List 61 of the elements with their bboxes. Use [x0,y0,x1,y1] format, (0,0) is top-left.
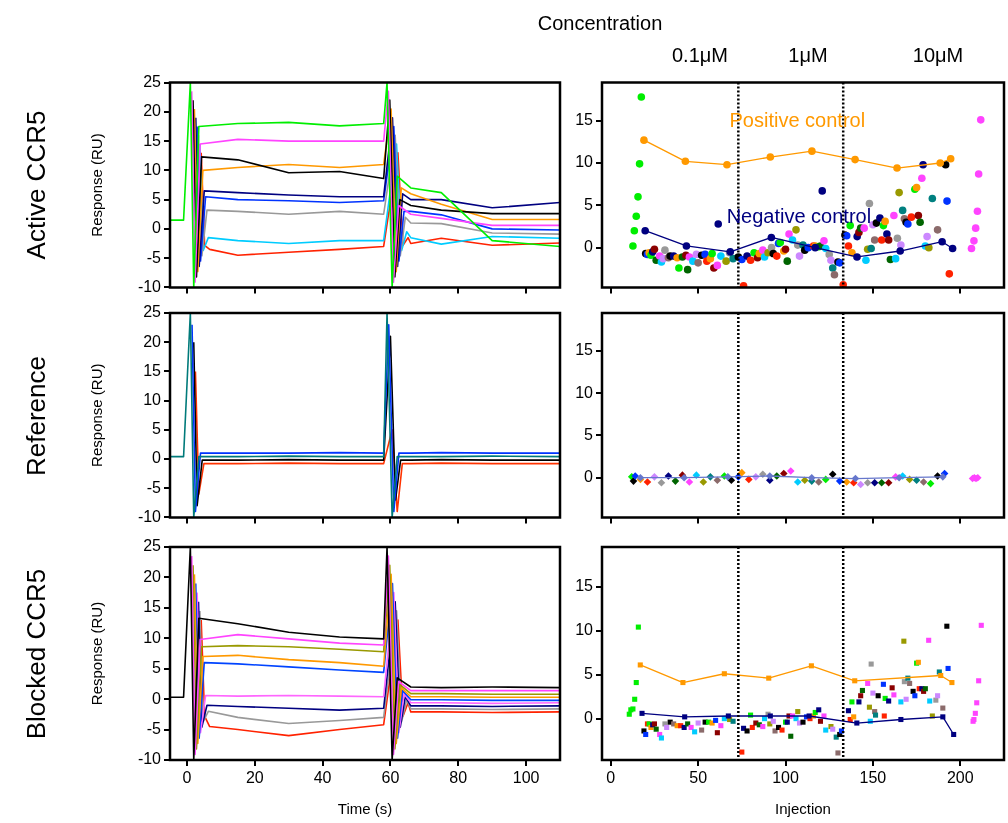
y-tick-label: -5 [146,248,162,266]
y-tick-label: 10 [575,153,594,171]
x-tick-label: 40 [313,769,332,787]
y-tick-label: 5 [152,190,162,208]
x-tick-label: 100 [772,769,799,787]
text: 1μM [788,44,828,67]
y-tick-label: 20 [143,567,162,585]
y-tick-label: 10 [143,391,162,409]
y-tick-label: 10 [575,621,594,639]
y-tick-label: 15 [575,577,594,595]
y-tick-label: 20 [143,332,162,350]
text: Blocked CCR5 [20,568,52,739]
y-tick-label: 0 [152,219,162,237]
series-label: Positive control [729,108,866,131]
y-tick-label: -10 [137,750,162,768]
x-tick-label: 200 [946,769,974,787]
y-tick-label: 0 [152,689,162,707]
y-tick-label: 25 [143,303,162,321]
x-axis-title: Injection [775,800,831,818]
text: 0.1μM [672,44,728,67]
x-tick-label: 80 [449,769,468,787]
y-axis-title: Response (RU) [88,133,106,237]
y-tick-label: 15 [143,361,162,379]
y-tick-label: 15 [143,131,162,149]
y-tick-label: -10 [137,277,162,295]
y-tick-label: 10 [143,628,162,646]
y-axis-title: Response (RU) [88,363,106,467]
y-tick-label: 0 [152,449,162,467]
x-tick-label: 60 [381,769,400,787]
x-axis-title: Time (s) [337,800,393,818]
x-tick-label: 20 [245,769,264,787]
y-tick-label: 10 [143,160,162,178]
text: Reference [20,356,52,476]
y-tick-label: 5 [584,195,594,213]
y-tick-label: 5 [152,420,162,438]
y-tick-label: 0 [584,238,594,256]
series-label: Negative control [726,205,872,228]
y-tick-label: 10 [575,383,594,401]
y-tick-label: -5 [146,478,162,496]
y-tick-label: 0 [584,709,594,727]
text: 10μM [912,44,964,67]
y-tick-label: 20 [143,102,162,120]
y-tick-label: 25 [143,537,162,555]
y-axis-title: Response (RU) [88,601,106,706]
y-tick-label: -10 [137,507,162,525]
x-tick-label: 100 [512,769,540,787]
x-tick-label: 0 [182,769,192,787]
y-tick-label: -5 [146,719,162,737]
chart-title: Concentration [537,12,663,35]
y-tick-label: 5 [584,425,594,443]
y-tick-label: 5 [152,659,162,677]
x-tick-label: 50 [689,769,708,787]
y-tick-label: 5 [584,665,594,683]
y-tick-label: 15 [575,111,594,129]
y-tick-label: 25 [143,73,162,91]
text: Active CCR5 [20,110,52,260]
x-tick-label: 0 [606,769,616,787]
y-tick-label: 0 [584,468,594,486]
y-tick-label: 15 [575,341,594,359]
x-tick-label: 150 [859,769,887,787]
y-tick-label: 15 [143,598,162,616]
